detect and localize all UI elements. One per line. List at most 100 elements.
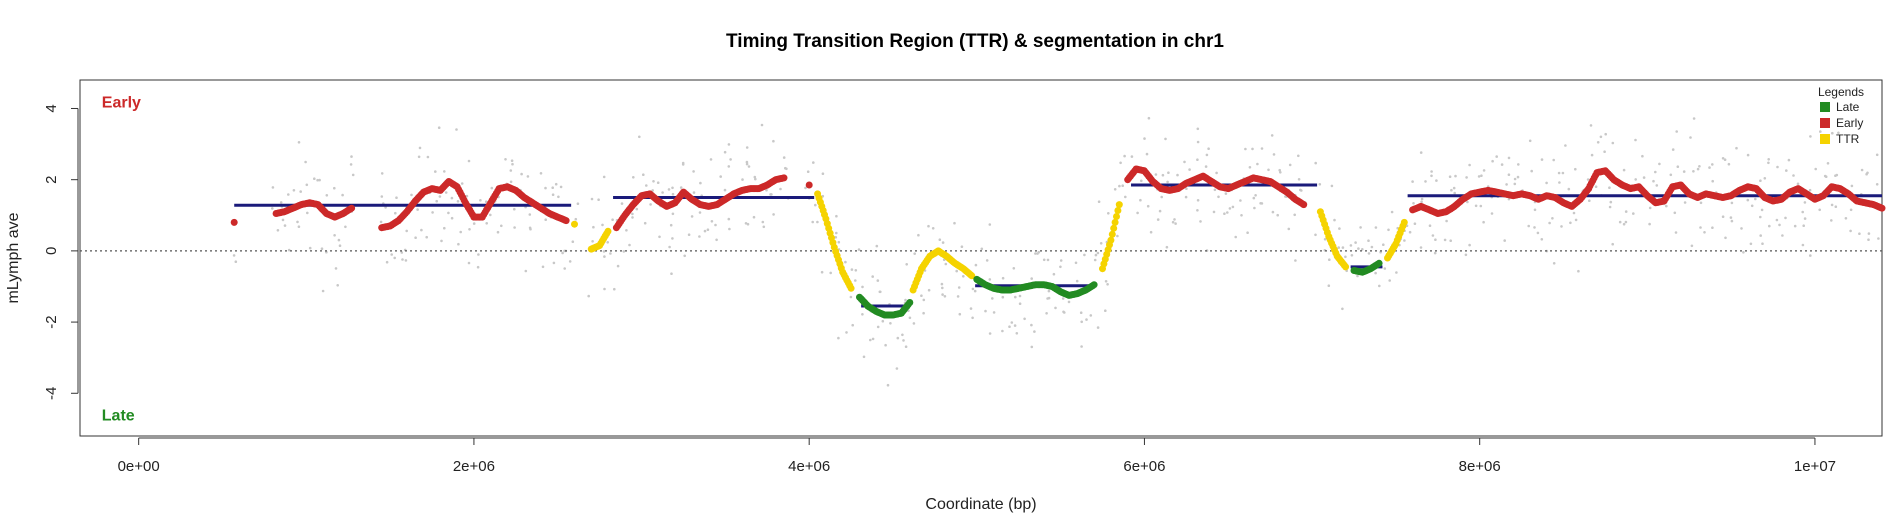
raw-point (1792, 174, 1795, 177)
raw-point (1589, 124, 1593, 127)
raw-point (350, 155, 353, 158)
raw-point (904, 298, 907, 302)
raw-point (1260, 147, 1264, 150)
raw-point (1059, 259, 1063, 262)
raw-point (958, 312, 962, 316)
raw-point (671, 212, 675, 216)
raw-point (1341, 246, 1345, 249)
raw-point (1698, 165, 1701, 168)
raw-point (299, 190, 303, 193)
raw-point (754, 177, 757, 181)
raw-point (316, 178, 319, 182)
raw-point (1089, 314, 1093, 317)
raw-point (305, 183, 309, 187)
raw-point (271, 207, 274, 210)
raw-point (1085, 318, 1088, 321)
raw-point (645, 184, 648, 187)
raw-point (814, 203, 817, 207)
raw-point (896, 336, 900, 340)
raw-point (1018, 302, 1022, 306)
raw-point (1528, 139, 1532, 143)
raw-point (1433, 251, 1437, 255)
raw-point (292, 189, 296, 192)
raw-point (1465, 176, 1468, 179)
raw-point (745, 160, 749, 164)
raw-point (544, 218, 547, 221)
raw-point (871, 337, 875, 341)
raw-point (854, 269, 858, 272)
raw-point (988, 278, 992, 281)
raw-point (1143, 137, 1146, 140)
raw-point (1388, 279, 1391, 282)
raw-point (1803, 201, 1807, 204)
raw-point (1139, 198, 1142, 202)
raw-point (1188, 168, 1191, 171)
raw-point (943, 295, 947, 298)
raw-point (1013, 324, 1017, 327)
raw-point (1658, 162, 1661, 166)
raw-point (1448, 175, 1452, 178)
raw-point (1787, 158, 1791, 162)
raw-point (306, 211, 309, 215)
raw-point (563, 267, 566, 270)
raw-point (779, 187, 782, 191)
raw-point (1641, 154, 1644, 158)
raw-point (1703, 231, 1706, 234)
raw-point (1648, 206, 1652, 210)
raw-point (1267, 168, 1270, 172)
raw-point (1167, 171, 1170, 174)
raw-point (1867, 232, 1871, 235)
raw-point (905, 263, 908, 266)
data-point (571, 220, 578, 228)
raw-point (1118, 184, 1121, 188)
data-point (1110, 224, 1118, 232)
raw-point (1802, 224, 1805, 227)
raw-point (568, 260, 572, 263)
raw-point (1341, 307, 1344, 311)
raw-point (1239, 199, 1242, 202)
raw-point (1430, 174, 1433, 178)
raw-point (308, 246, 312, 250)
raw-point (1023, 317, 1026, 321)
raw-point (1721, 157, 1725, 160)
raw-point (1464, 253, 1468, 257)
raw-point (616, 264, 620, 268)
raw-point (1775, 218, 1779, 222)
raw-point (1140, 179, 1143, 183)
raw-point (592, 225, 595, 229)
raw-point (476, 265, 480, 269)
raw-point (876, 279, 880, 282)
raw-point (447, 211, 450, 215)
raw-point (1479, 204, 1483, 208)
data-point (1375, 259, 1383, 267)
legend-title: Legends (1818, 85, 1864, 99)
raw-point (1083, 253, 1086, 257)
raw-point (956, 295, 960, 298)
raw-point (1445, 219, 1448, 223)
raw-point (509, 180, 513, 184)
raw-point (1530, 169, 1533, 173)
raw-point (1759, 179, 1762, 182)
raw-point (418, 146, 422, 150)
raw-point (1231, 205, 1235, 209)
raw-point (1012, 267, 1016, 270)
raw-point (1350, 254, 1354, 257)
raw-point (1849, 229, 1852, 233)
y-tick-label: 4 (43, 104, 60, 112)
raw-point (1505, 183, 1508, 186)
y-tick-label: 2 (43, 176, 60, 184)
raw-point (1318, 183, 1322, 186)
data-point (604, 227, 612, 235)
raw-point (1215, 171, 1218, 175)
raw-point (541, 265, 545, 269)
data-point (348, 204, 356, 212)
raw-point (320, 247, 324, 250)
raw-point (410, 193, 413, 197)
raw-point (941, 293, 944, 296)
raw-point (1622, 168, 1626, 172)
raw-point (420, 228, 423, 232)
raw-point (1474, 204, 1478, 208)
raw-point (1552, 262, 1556, 265)
raw-point (456, 200, 460, 203)
raw-point (1632, 212, 1635, 215)
